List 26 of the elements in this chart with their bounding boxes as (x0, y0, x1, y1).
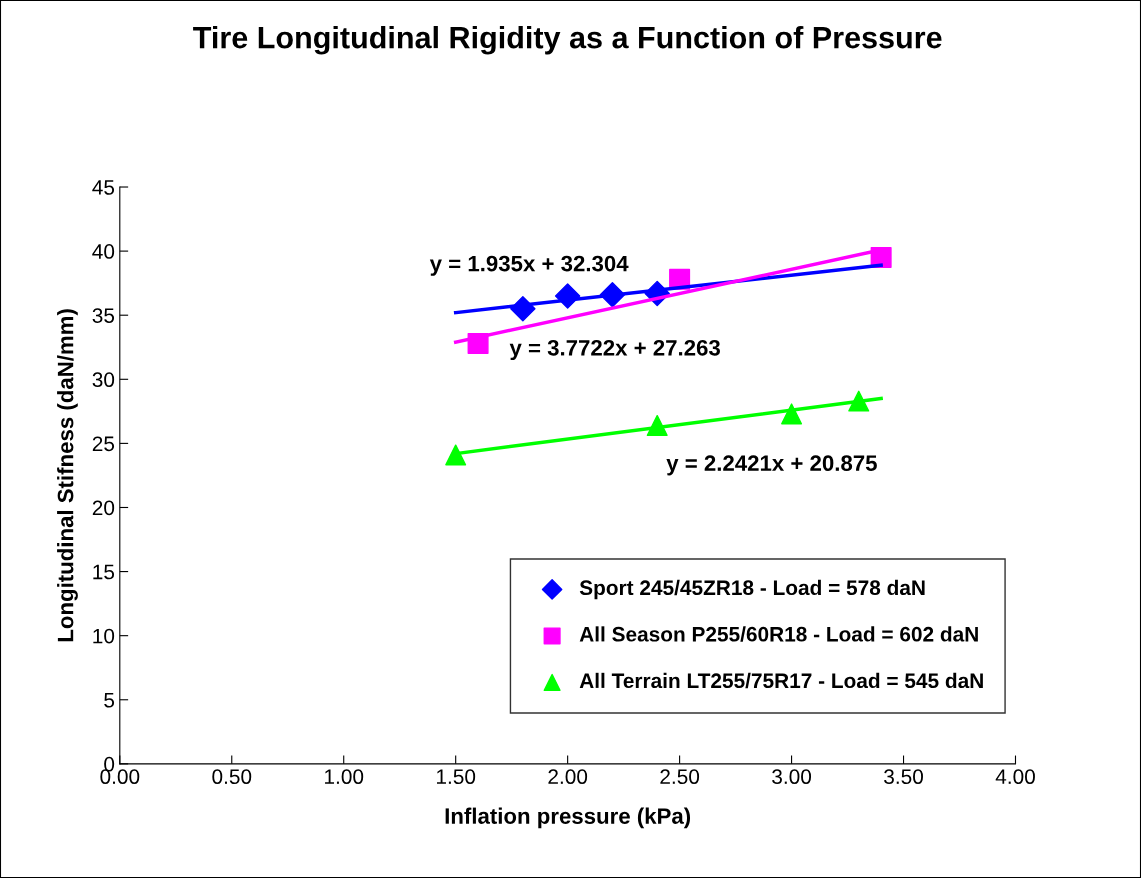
x-tick-label: 1.00 (325, 769, 364, 785)
x-tick-label: 3.00 (772, 769, 812, 785)
y-tick-label: 35 (92, 308, 115, 323)
y-tick-label: 10 (93, 628, 115, 644)
y-tick-label: 5 (104, 692, 115, 708)
legend-label: Sport 245/45ZR18 - Load = 578 daN (579, 579, 925, 600)
legend-label: All Terrain LT255/75R17 - Load = 545 daN (579, 672, 983, 689)
y-tick-label: 25 (92, 436, 115, 452)
legend-label: All Season P255/60R18 - Load = 602 daN (579, 626, 978, 642)
annotation: y = 2.2421x + 20.875 (666, 455, 877, 476)
chart-title: Tire Longitudinal Rigidity as a Function of Pressure (193, 25, 942, 55)
annotation: y = 1.935x + 32.304 (429, 255, 629, 276)
y-tick-label: 30 (92, 372, 115, 388)
x-tick-label: 3.50 (884, 769, 923, 785)
x-tick-label: 2.00 (548, 769, 588, 785)
x-axis-title: Inflation pressure (kPa) (445, 807, 691, 829)
x-tick-label: 4.00 (995, 769, 1035, 785)
y-tick-label: 20 (92, 500, 115, 516)
annotation: y = 3.7722x + 27.263 (509, 339, 720, 361)
x-tick-label: 2.50 (660, 769, 700, 785)
x-tick-label: 0.50 (212, 769, 252, 785)
x-tick-label: 1.50 (437, 769, 476, 785)
y-tick-label: 15 (93, 564, 115, 580)
y-axis-title: Longitudinal Stifness (daN/mm) (57, 309, 78, 642)
y-tick-label: 40 (92, 244, 115, 259)
y-tick-label: 45 (92, 180, 115, 195)
